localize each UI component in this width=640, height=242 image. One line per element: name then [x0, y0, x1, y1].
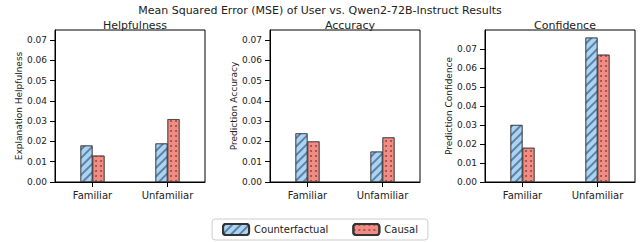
svg-text:0.02: 0.02 [27, 136, 47, 146]
svg-text:0.03: 0.03 [457, 120, 477, 130]
svg-text:Unfamiliar: Unfamiliar [142, 190, 195, 201]
svg-text:0.03: 0.03 [27, 116, 47, 126]
svg-text:Explanation Helpfulness: Explanation Helpfulness [14, 51, 24, 160]
svg-text:0.06: 0.06 [457, 63, 477, 73]
svg-text:Mean Squared Error (MSE) of Us: Mean Squared Error (MSE) of User vs. Qwe… [138, 4, 502, 17]
svg-text:Helpfulness: Helpfulness [103, 19, 167, 32]
svg-text:0.07: 0.07 [457, 44, 477, 54]
svg-text:0.07: 0.07 [242, 35, 262, 45]
svg-text:Familiar: Familiar [288, 190, 328, 201]
svg-text:Prediction Accuracy: Prediction Accuracy [229, 61, 239, 150]
svg-text:0.02: 0.02 [457, 139, 477, 149]
svg-text:0.00: 0.00 [27, 177, 47, 187]
svg-text:0.06: 0.06 [242, 55, 262, 65]
svg-text:0.01: 0.01 [27, 157, 47, 167]
svg-text:0.06: 0.06 [27, 55, 47, 65]
svg-text:Causal: Causal [384, 224, 418, 235]
svg-text:0.04: 0.04 [242, 96, 262, 106]
svg-text:0.04: 0.04 [457, 101, 477, 111]
svg-text:Unfamiliar: Unfamiliar [572, 190, 625, 201]
svg-text:0.05: 0.05 [27, 76, 47, 86]
svg-text:0.03: 0.03 [242, 116, 262, 126]
svg-text:0.05: 0.05 [457, 82, 477, 92]
svg-text:0.05: 0.05 [242, 76, 262, 86]
svg-text:0.00: 0.00 [242, 177, 262, 187]
svg-text:Familiar: Familiar [503, 190, 543, 201]
svg-text:Counterfactual: Counterfactual [254, 224, 328, 235]
svg-text:0.01: 0.01 [242, 157, 262, 167]
svg-text:Unfamiliar: Unfamiliar [357, 190, 410, 201]
svg-text:0.02: 0.02 [242, 136, 262, 146]
svg-text:Confidence: Confidence [534, 19, 596, 32]
svg-text:0.01: 0.01 [457, 158, 477, 168]
svg-text:0.04: 0.04 [27, 96, 47, 106]
svg-text:Prediction Confidence: Prediction Confidence [444, 56, 454, 155]
svg-text:0.00: 0.00 [457, 177, 477, 187]
svg-text:Accuracy: Accuracy [325, 19, 376, 32]
svg-text:Familiar: Familiar [73, 190, 113, 201]
svg-text:0.07: 0.07 [27, 35, 47, 45]
